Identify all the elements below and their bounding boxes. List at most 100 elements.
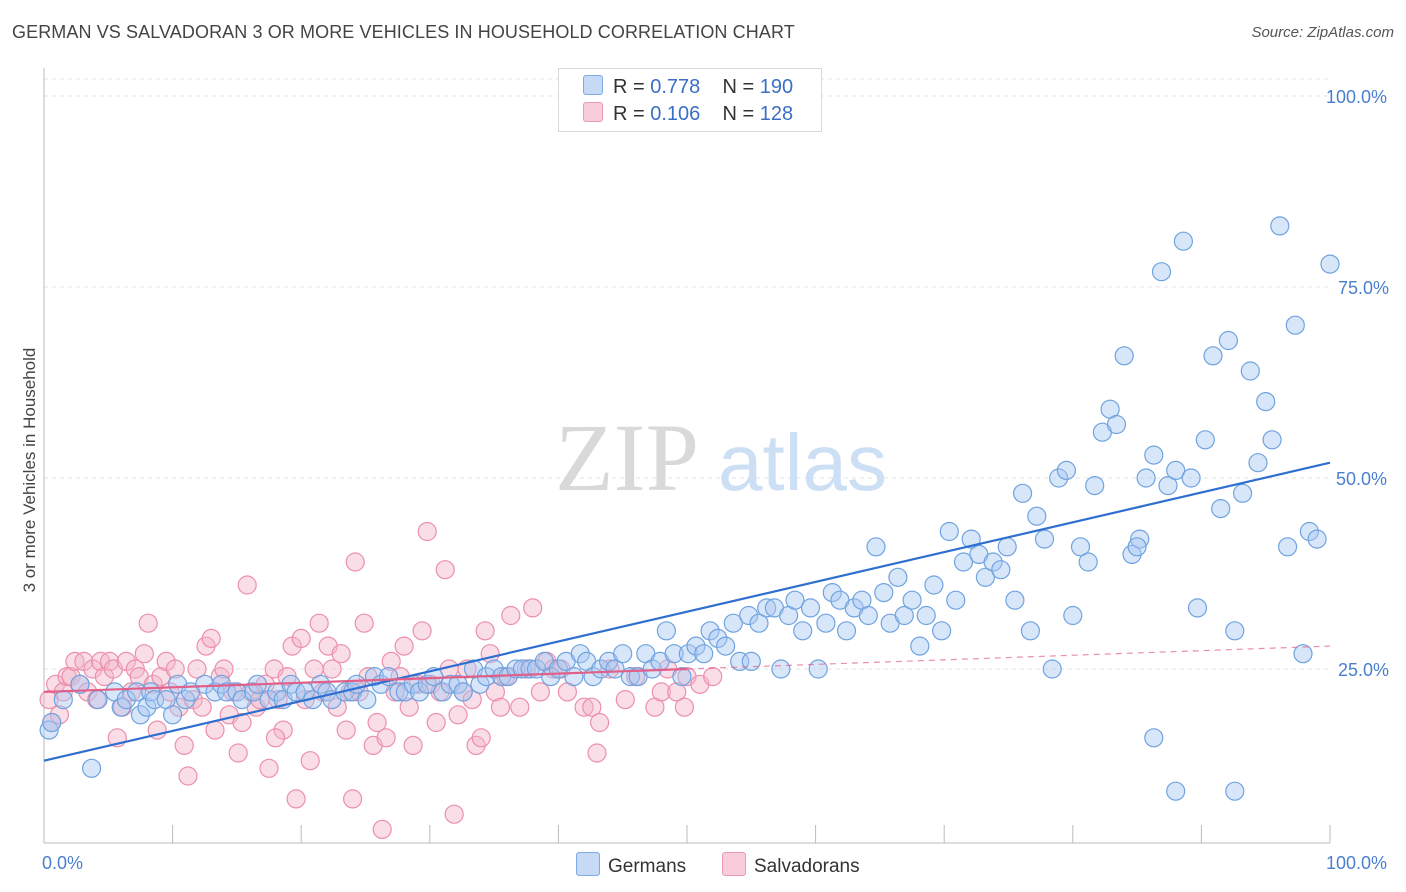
salvadoran-point: [331, 644, 351, 664]
x-tick-max: 100.0%: [1326, 853, 1388, 873]
german-point: [232, 689, 252, 710]
german-point: [888, 567, 908, 587]
german-point: [1270, 216, 1290, 236]
german-point: [116, 689, 136, 710]
salvadoran-point: [300, 751, 320, 771]
german-point: [1151, 262, 1172, 282]
german-point: [433, 682, 453, 702]
german-point: [822, 582, 842, 603]
german-point: [749, 613, 769, 633]
salvadoran-point: [343, 789, 363, 809]
german-point: [1277, 537, 1298, 557]
german-point: [453, 682, 473, 702]
x-tick-min: 0.0%: [42, 853, 84, 873]
german-point: [1256, 392, 1276, 412]
german-point: [417, 674, 437, 694]
german-point: [672, 666, 692, 687]
german-point: [757, 598, 777, 618]
legend-r-value: 0.106: [650, 103, 701, 125]
german-point: [1166, 460, 1186, 480]
legend-n-label: N =: [722, 103, 760, 125]
salvadoran-point: [273, 720, 293, 740]
german-point: [983, 552, 1003, 572]
salvadoran-point: [417, 521, 437, 542]
german-point: [570, 644, 590, 664]
german-point: [1114, 346, 1134, 366]
german-point: [1240, 361, 1260, 381]
y-tick-50: 50.0%: [1336, 469, 1388, 489]
german-point: [195, 674, 215, 694]
german-point: [1034, 529, 1055, 549]
german-point: [678, 644, 698, 664]
german-point: [730, 651, 750, 672]
german-point: [1144, 728, 1164, 748]
german-point: [1063, 605, 1083, 626]
salvadoran-point: [83, 659, 103, 679]
german-point: [1203, 346, 1223, 366]
german-point: [931, 621, 952, 641]
german-point: [924, 575, 944, 595]
salvadoran-point: [232, 712, 252, 733]
salvadoran-point: [228, 743, 248, 763]
german-point: [70, 674, 90, 694]
german-point: [217, 682, 237, 702]
german-point: [1225, 621, 1245, 641]
german-point: [836, 621, 857, 641]
bottom-swatch-salvadorans: [722, 852, 746, 876]
salvadoran-point: [265, 728, 286, 748]
germans-points: [39, 216, 1340, 801]
german-point: [1042, 659, 1062, 679]
salvadoran-point: [165, 659, 185, 679]
salvadoran-point: [587, 743, 607, 763]
german-point: [816, 613, 836, 633]
axes: [43, 68, 1331, 844]
salvadorans-trend-line-solid: [43, 667, 688, 694]
german-point: [708, 628, 728, 649]
german-point: [700, 621, 720, 641]
german-point: [1130, 529, 1150, 549]
german-point: [506, 659, 526, 679]
german-point: [591, 659, 611, 679]
german-point: [916, 605, 936, 626]
german-point: [1005, 590, 1025, 610]
salvadoran-point: [399, 697, 419, 717]
bottom-legend-label: Salvadorans: [754, 856, 860, 877]
german-point: [739, 605, 759, 626]
german-point: [163, 705, 183, 725]
salvadoran-point: [703, 666, 723, 687]
salvadorans-trend-line-dashed: [686, 645, 1331, 670]
german-point: [1307, 529, 1327, 549]
german-point: [771, 659, 791, 679]
salvadoran-point: [589, 712, 610, 733]
salvadoran-point: [615, 689, 635, 710]
german-point: [395, 682, 415, 702]
german-point: [997, 537, 1017, 557]
german-point: [1027, 506, 1047, 526]
german-point: [1136, 468, 1156, 488]
german-point: [741, 651, 761, 672]
german-point: [874, 582, 894, 603]
salvadoran-point: [403, 735, 423, 756]
trend-lines: [43, 461, 1331, 762]
salvadoran-point: [178, 766, 198, 786]
bottom-legend-salvadorans: Salvadorans: [722, 852, 860, 878]
german-point: [1232, 483, 1253, 503]
german-point: [800, 598, 821, 618]
german-point: [1070, 537, 1091, 557]
german-point: [130, 705, 150, 725]
german-point: [53, 689, 73, 710]
legend-n-label: N =: [722, 76, 760, 98]
german-point: [1020, 621, 1041, 641]
salvadoran-point: [309, 613, 329, 633]
salvadoran-point: [291, 628, 311, 649]
german-point: [946, 590, 966, 610]
german-point: [793, 621, 813, 641]
salvadoran-point: [510, 697, 530, 717]
salvadoran-point: [394, 636, 414, 656]
german-point: [1195, 430, 1215, 450]
salvadoran-point: [412, 621, 432, 641]
german-point: [1173, 231, 1194, 251]
german-point: [1085, 476, 1105, 496]
salvadoran-point: [444, 804, 464, 824]
german-point: [564, 666, 584, 687]
